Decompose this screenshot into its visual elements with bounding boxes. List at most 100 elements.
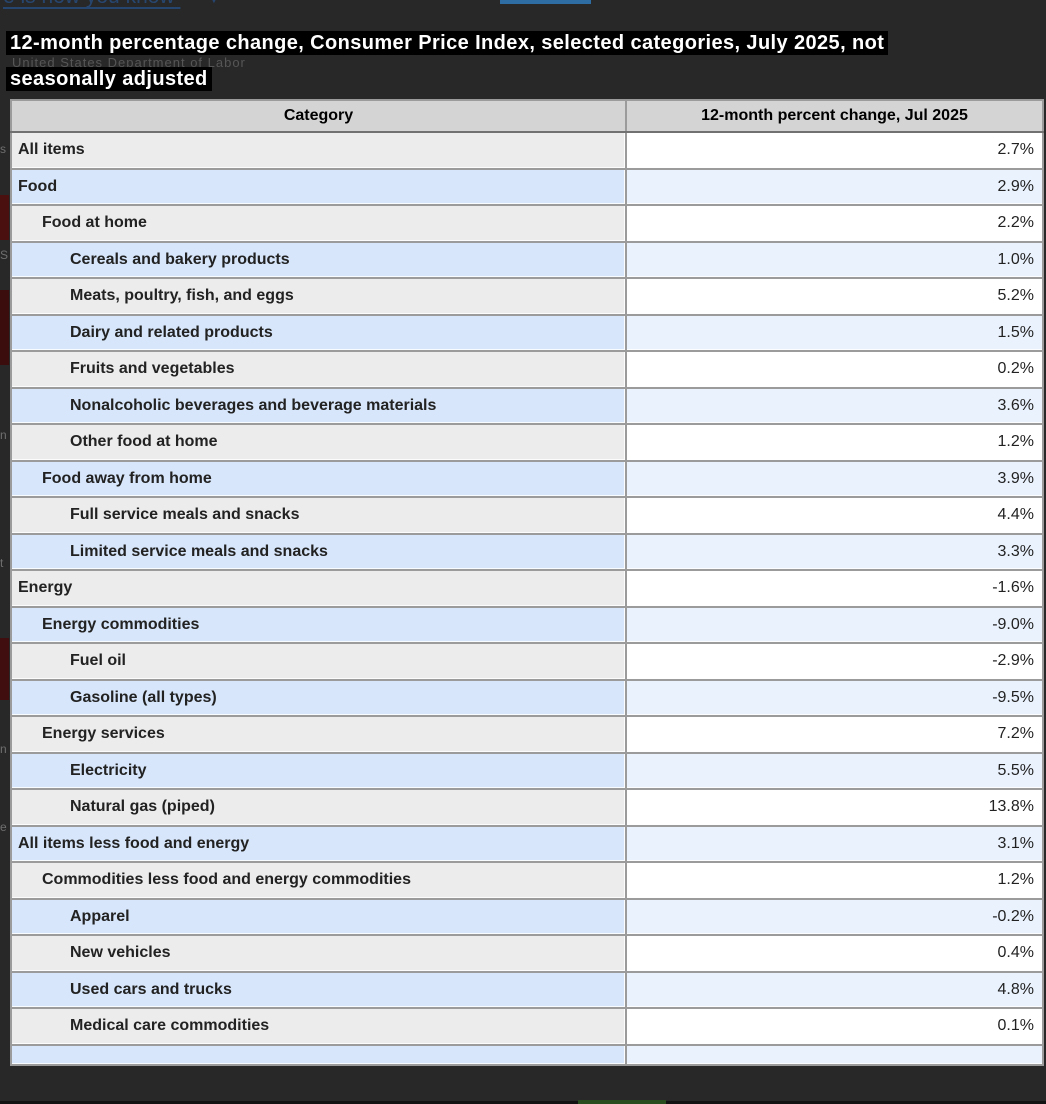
category-cell: Commodities less food and energy commodi…	[10, 861, 627, 900]
category-cell: Medical care commodities	[10, 1007, 627, 1046]
category-cell: All items less food and energy	[10, 824, 627, 863]
value-cell: 1.2%	[625, 861, 1044, 900]
value-cell: 5.5%	[625, 751, 1044, 790]
table-row: Energy commodities -9.0%	[10, 605, 1044, 644]
table-row: Cereals and bakery products 1.0%	[10, 240, 1044, 279]
edge-text-fragment: e	[0, 820, 7, 834]
table-row: Fuel oil -2.9%	[10, 642, 1044, 681]
cpi-table: Category 12-month percent change, Jul 20…	[10, 99, 1044, 1066]
table-row: All items 2.7%	[10, 131, 1044, 170]
page-title: 12-month percentage change, Consumer Pri…	[6, 28, 889, 94]
category-cell: Dairy and related products	[10, 313, 627, 352]
table-row: Commodities less food and energy commodi…	[10, 861, 1044, 900]
value-cell: 13.8%	[625, 788, 1044, 827]
bottom-edge-strip	[0, 1101, 1046, 1104]
edge-text-fragment: n	[0, 742, 7, 756]
category-cell: Energy services	[10, 715, 627, 754]
value-cell: 0.4%	[625, 934, 1044, 973]
value-cell: 0.2%	[625, 350, 1044, 389]
category-cell: Nonalcoholic beverages and beverage mate…	[10, 386, 627, 425]
category-cell: Natural gas (piped)	[10, 788, 627, 827]
value-cell: -9.0%	[625, 605, 1044, 644]
red-artifact	[0, 195, 9, 240]
value-cell: 4.8%	[625, 970, 1044, 1009]
table-body: All items 2.7% Food 2.9% Food at home 2.2% Cer…	[10, 131, 1044, 1066]
column-header-category: Category	[10, 99, 627, 133]
value-cell: -2.9%	[625, 642, 1044, 681]
category-cell: Fuel oil	[10, 642, 627, 681]
edge-text-fragment: s	[0, 142, 6, 156]
table-row: Medical care commodities 0.1%	[10, 1007, 1044, 1046]
category-cell: Food away from home	[10, 459, 627, 498]
chevron-down-icon: ▼	[206, 0, 221, 7]
table-row: New vehicles 0.4%	[10, 934, 1044, 973]
table-row: Limited service meals and snacks 3.3%	[10, 532, 1044, 571]
table-row-partial	[10, 1043, 1044, 1066]
table-row: Energy -1.6%	[10, 569, 1044, 608]
category-cell: Meats, poultry, fish, and eggs	[10, 277, 627, 316]
value-cell: 3.3%	[625, 532, 1044, 571]
category-cell: Electricity	[10, 751, 627, 790]
value-cell: 1.2%	[625, 423, 1044, 462]
table-row: Dairy and related products 1.5%	[10, 313, 1044, 352]
category-cell: Full service meals and snacks	[10, 496, 627, 535]
category-cell: All items	[10, 131, 627, 170]
value-cell: 4.4%	[625, 496, 1044, 535]
table-row: Food at home 2.2%	[10, 204, 1044, 243]
gov-banner-link[interactable]: e is how you know ▼	[3, 0, 221, 9]
table-row: Fruits and vegetables 0.2%	[10, 350, 1044, 389]
value-cell: 0.1%	[625, 1007, 1044, 1046]
value-cell: 2.2%	[625, 204, 1044, 243]
value-cell: 5.2%	[625, 277, 1044, 316]
table-row: Gasoline (all types) -9.5%	[10, 678, 1044, 717]
table-row: Food 2.9%	[10, 167, 1044, 206]
value-cell: 7.2%	[625, 715, 1044, 754]
category-cell: Food at home	[10, 204, 627, 243]
category-cell: Limited service meals and snacks	[10, 532, 627, 571]
edge-text-fragment: n	[0, 428, 7, 442]
red-artifact	[0, 638, 9, 700]
header-button-partial[interactable]	[500, 0, 591, 4]
table-row: Meats, poultry, fish, and eggs 5.2%	[10, 277, 1044, 316]
table-row: Nonalcoholic beverages and beverage mate…	[10, 386, 1044, 425]
gov-banner-link-label: e is how you know	[3, 0, 175, 8]
table-header-row: Category 12-month percent change, Jul 20…	[10, 99, 1044, 133]
value-cell	[625, 1043, 1044, 1066]
table-row: Natural gas (piped) 13.8%	[10, 788, 1044, 827]
edge-text-fragment: t	[0, 556, 4, 570]
value-cell: -0.2%	[625, 897, 1044, 936]
value-cell: 1.0%	[625, 240, 1044, 279]
value-cell: 2.9%	[625, 167, 1044, 206]
column-header-percent-change: 12-month percent change, Jul 2025	[625, 99, 1044, 133]
title-line-1: 12-month percentage change, Consumer Pri…	[6, 31, 889, 55]
category-cell: New vehicles	[10, 934, 627, 973]
value-cell: 3.1%	[625, 824, 1044, 863]
agency-watermark: United States Department of Labor	[12, 55, 246, 70]
value-cell: 3.9%	[625, 459, 1044, 498]
table-row: Electricity 5.5%	[10, 751, 1044, 790]
table-row: Other food at home 1.2%	[10, 423, 1044, 462]
category-cell: Apparel	[10, 897, 627, 936]
category-cell: Used cars and trucks	[10, 970, 627, 1009]
value-cell: -9.5%	[625, 678, 1044, 717]
table-row: Energy services 7.2%	[10, 715, 1044, 754]
category-cell: Gasoline (all types)	[10, 678, 627, 717]
title-line-2: seasonally adjusted	[6, 67, 212, 91]
table-row: All items less food and energy 3.1%	[10, 824, 1044, 863]
category-cell: Fruits and vegetables	[10, 350, 627, 389]
category-cell: Other food at home	[10, 423, 627, 462]
value-cell: -1.6%	[625, 569, 1044, 608]
category-cell	[10, 1043, 627, 1066]
edge-text-fragment: S	[0, 248, 9, 262]
table-row: Used cars and trucks 4.8%	[10, 970, 1044, 1009]
red-artifact	[0, 290, 9, 365]
value-cell: 3.6%	[625, 386, 1044, 425]
category-cell: Energy	[10, 569, 627, 608]
value-cell: 1.5%	[625, 313, 1044, 352]
table-row: Food away from home 3.9%	[10, 459, 1044, 498]
table-row: Full service meals and snacks 4.4%	[10, 496, 1044, 535]
category-cell: Food	[10, 167, 627, 206]
category-cell: Energy commodities	[10, 605, 627, 644]
